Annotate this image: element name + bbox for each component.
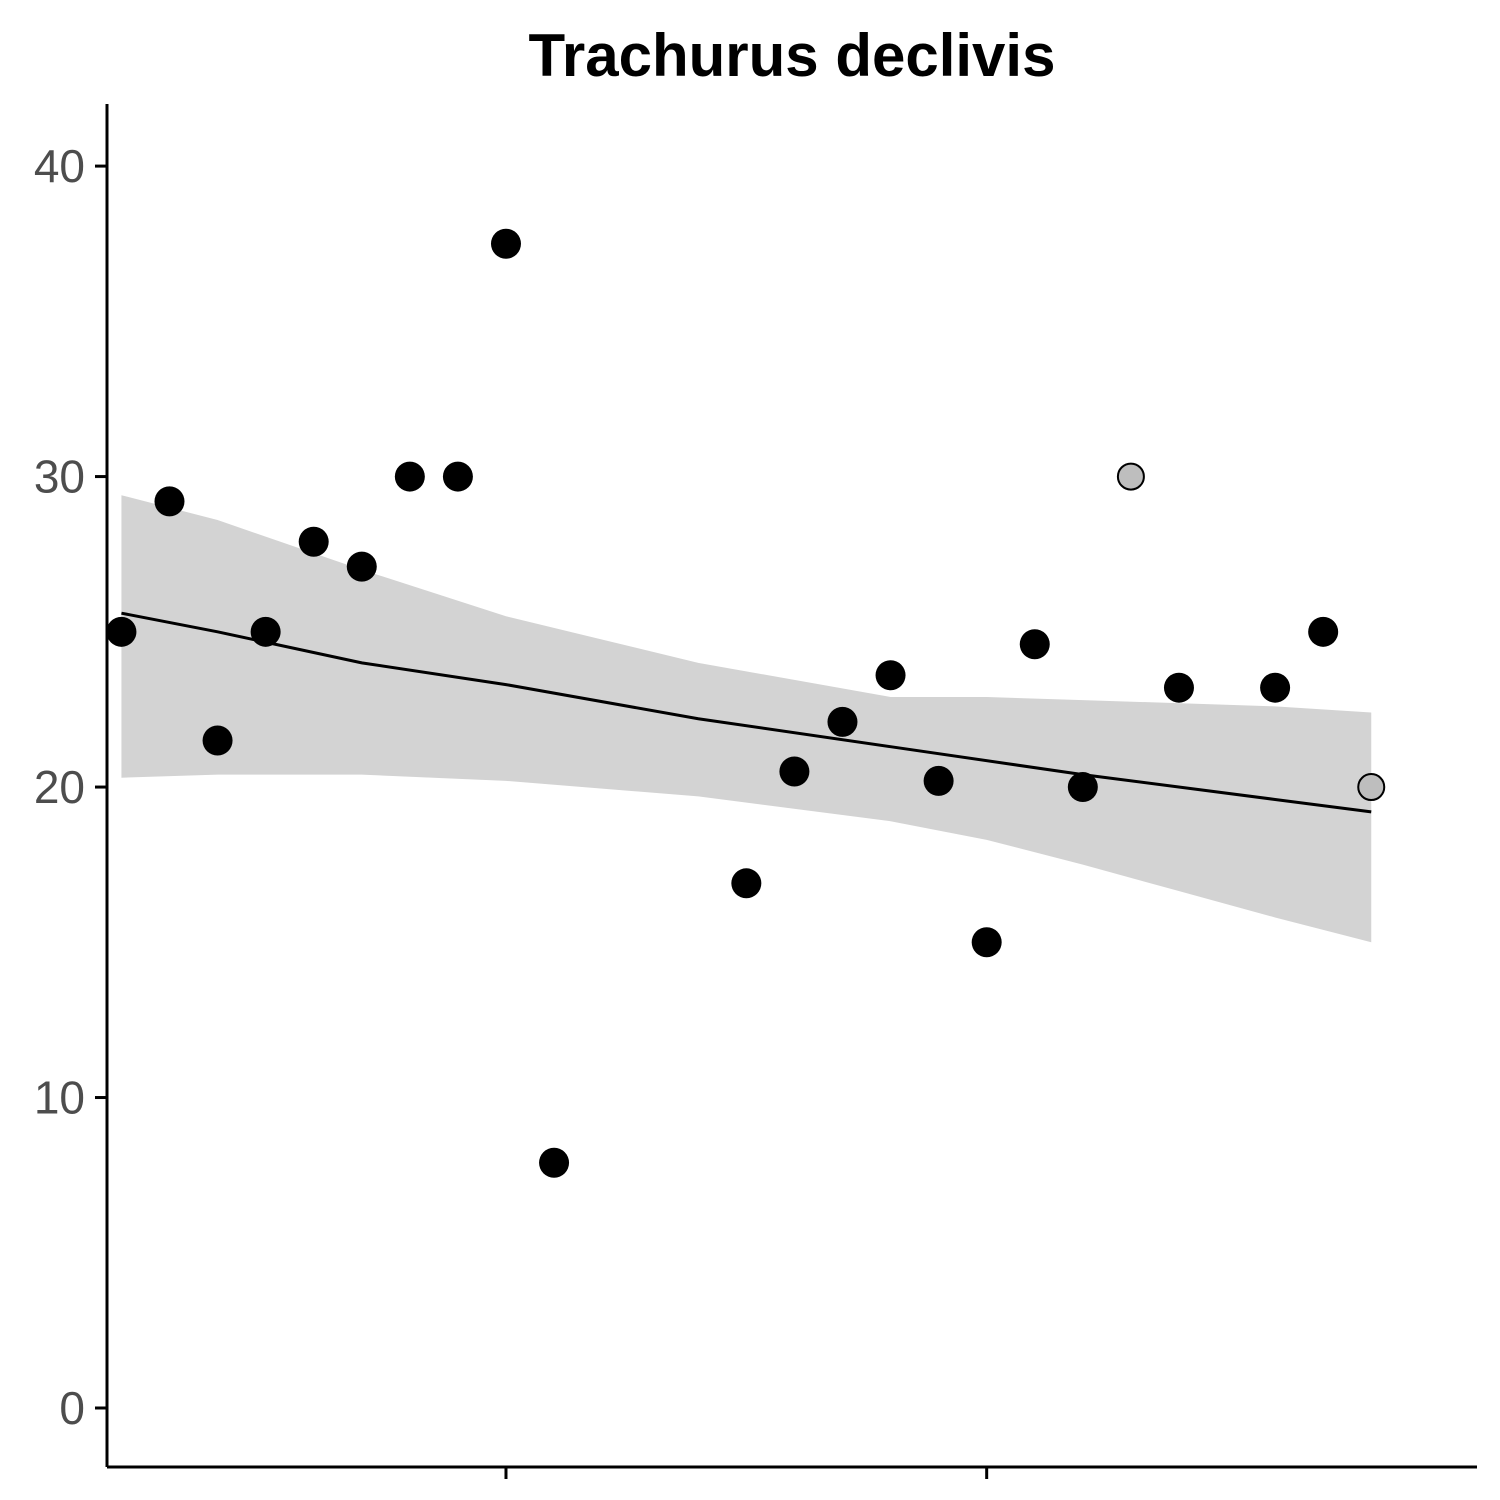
- data-point: [827, 706, 858, 737]
- data-point: [923, 765, 954, 796]
- data-point: [731, 868, 762, 899]
- data-point: [1260, 672, 1291, 703]
- data-point: [298, 526, 329, 557]
- data-point: [1067, 772, 1098, 803]
- data-point: [250, 616, 281, 647]
- data-point: [875, 660, 906, 691]
- data-point: [1019, 629, 1050, 660]
- data-point: [490, 228, 521, 259]
- data-point: [394, 461, 425, 492]
- y-tick-label: 40: [34, 140, 85, 192]
- data-points-layer: [106, 228, 1386, 1178]
- chart-title: Trachurus declivis: [529, 22, 1056, 89]
- y-tick-label: 20: [34, 761, 85, 813]
- data-point: [442, 461, 473, 492]
- confidence-band-layer: [121, 495, 1372, 943]
- data-point: [202, 725, 233, 756]
- y-tick-label: 30: [34, 451, 85, 503]
- highlight-point: [1357, 773, 1386, 802]
- data-point: [539, 1147, 570, 1178]
- axes-layer: 0 10 20 30 40: [34, 104, 1477, 1479]
- data-point: [1308, 616, 1339, 647]
- data-point: [1163, 672, 1194, 703]
- data-point: [779, 756, 810, 787]
- data-point: [971, 927, 1002, 958]
- data-point: [154, 486, 185, 517]
- y-tick-label: 0: [59, 1382, 85, 1434]
- y-tick-label: 10: [34, 1072, 85, 1124]
- confidence-band: [121, 495, 1372, 943]
- data-point: [106, 616, 137, 647]
- data-point: [346, 551, 377, 582]
- highlight-point: [1116, 462, 1145, 491]
